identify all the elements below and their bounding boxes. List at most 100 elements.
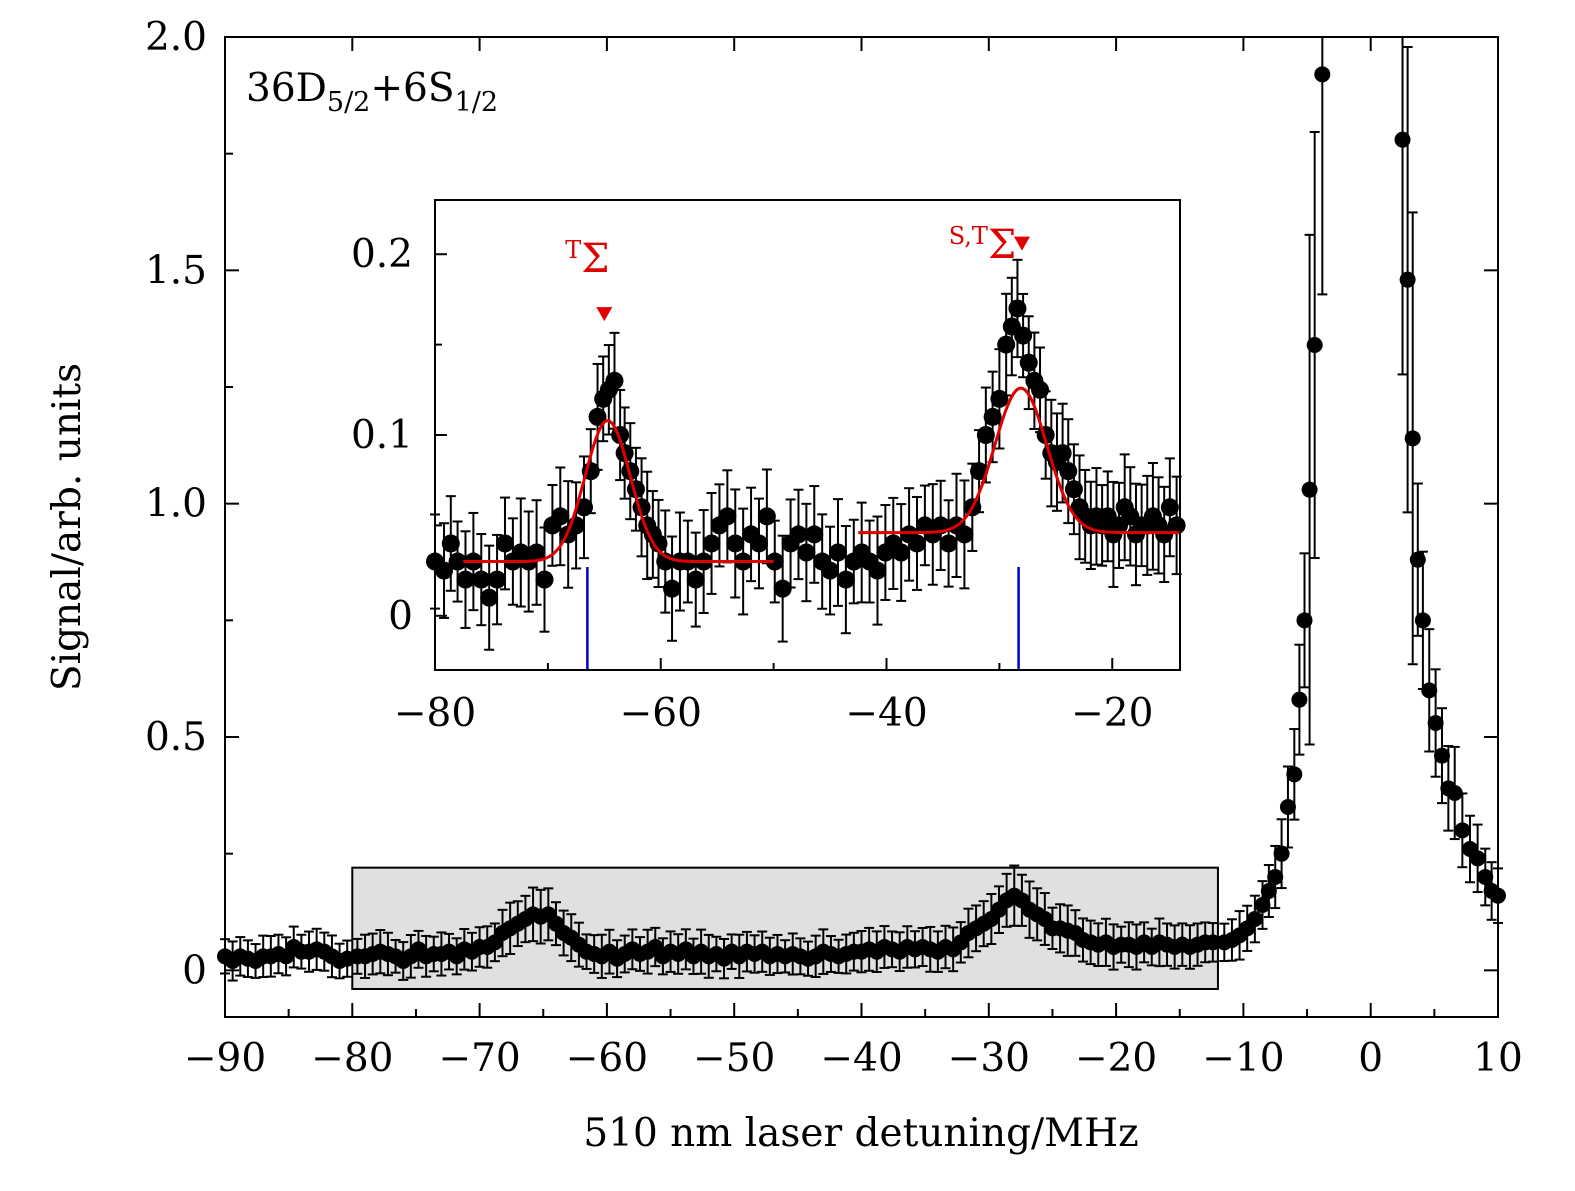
data-point xyxy=(765,552,784,571)
data-point xyxy=(605,371,624,390)
data-point xyxy=(1404,430,1421,447)
data-point xyxy=(1469,850,1486,867)
data-point xyxy=(1433,747,1450,764)
data-point xyxy=(1394,131,1411,148)
peak-label-sup: T xyxy=(565,236,581,264)
peak-marker xyxy=(596,307,613,322)
data-point xyxy=(480,588,499,607)
data-point xyxy=(1409,551,1426,568)
data-point xyxy=(757,507,776,526)
peak-label-sup: S,T xyxy=(949,222,988,250)
data-point xyxy=(1296,612,1313,629)
x-tick-label: 10 xyxy=(1473,1036,1523,1081)
annotation-main: 36D xyxy=(246,66,327,111)
data-point xyxy=(1008,299,1027,318)
x-tick-label: −20 xyxy=(1075,1036,1157,1081)
data-point xyxy=(1204,934,1221,951)
data-point xyxy=(726,534,745,553)
x-tick-label: −70 xyxy=(438,1036,520,1081)
inset-fits xyxy=(463,386,1180,563)
data-point xyxy=(448,552,467,571)
data-point xyxy=(1155,525,1174,544)
data-point xyxy=(990,389,1009,408)
x-tick-label: −50 xyxy=(693,1036,775,1081)
data-point xyxy=(1254,897,1271,913)
inset-sticks xyxy=(586,566,1020,670)
inset-y-axis: 0 0.1 0.2 xyxy=(351,232,447,639)
data-point xyxy=(575,498,593,517)
peak-label-symbol: Σ xyxy=(581,236,609,282)
inset-y-tick-label: 0 xyxy=(388,594,413,639)
data-point xyxy=(702,534,721,553)
annotation-mid: +6S xyxy=(370,66,454,111)
y-tick-label: 1.0 xyxy=(145,482,207,527)
data-point xyxy=(1059,462,1078,481)
data-point xyxy=(1167,516,1186,535)
inset-x-tick-label: −80 xyxy=(394,691,476,736)
peak-label-symbol: Σ xyxy=(988,222,1016,268)
inset-y-tick-label: 0.2 xyxy=(351,232,413,277)
data-point xyxy=(663,579,682,598)
data-point xyxy=(1014,326,1033,345)
inset-y-tick-label: 0.1 xyxy=(351,413,413,458)
data-point xyxy=(456,570,475,589)
data-point xyxy=(1414,612,1431,629)
data-point xyxy=(828,543,847,562)
inset-background xyxy=(435,200,1180,670)
data-point xyxy=(551,507,570,526)
data-point xyxy=(892,543,911,562)
data-point xyxy=(907,534,926,553)
data-point xyxy=(805,525,824,544)
data-point xyxy=(1273,845,1290,862)
data-point xyxy=(1031,380,1050,399)
data-point xyxy=(976,426,995,444)
x-tick-label: 0 xyxy=(1358,1036,1383,1081)
data-point xyxy=(749,534,768,553)
fit-curve xyxy=(463,419,774,563)
y-tick-label: 2.0 xyxy=(145,15,207,60)
y-axis-title: Signal/arb. units xyxy=(45,363,90,691)
data-point xyxy=(686,570,705,589)
x-tick-label: −30 xyxy=(948,1036,1030,1081)
peak-label: TΣ xyxy=(565,236,609,282)
inset-x-tick-label: −20 xyxy=(1071,691,1153,736)
fit-curve xyxy=(858,386,1180,535)
data-point xyxy=(472,570,491,589)
data-point xyxy=(789,525,808,544)
data-point xyxy=(836,570,855,589)
data-point xyxy=(1446,785,1463,801)
main-y-axis: 0 0.5 1.0 1.5 2.0 xyxy=(145,15,1498,993)
data-point xyxy=(1160,498,1179,517)
data-point xyxy=(1053,444,1072,463)
data-point xyxy=(1301,481,1318,498)
data-point xyxy=(1421,682,1438,699)
x-tick-label: −40 xyxy=(820,1036,902,1081)
data-point xyxy=(1064,480,1083,499)
data-point xyxy=(939,534,958,553)
y-tick-label: 0.5 xyxy=(145,715,207,760)
annotation-sub1: 5/2 xyxy=(327,87,370,118)
peak-label: S,TΣ xyxy=(949,222,1017,268)
data-point xyxy=(1246,911,1263,927)
annotation-sub2: 1/2 xyxy=(455,87,498,118)
inset-x-tick-label: −40 xyxy=(845,691,927,736)
main-plot: −90 −80 −70 −60 −50 −40 −30 −20 −10 0 10 0 0.5 1.0 1.… xyxy=(45,15,1523,1156)
data-point xyxy=(1477,869,1494,885)
x-tick-label: −60 xyxy=(566,1036,648,1081)
data-point xyxy=(1399,271,1416,288)
data-point xyxy=(649,534,668,553)
data-point xyxy=(535,570,554,589)
data-point xyxy=(773,579,792,598)
data-point xyxy=(1286,766,1303,783)
x-tick-label: −10 xyxy=(1202,1036,1284,1081)
data-point xyxy=(588,407,607,426)
data-point xyxy=(435,561,454,580)
y-tick-label: 1.5 xyxy=(145,248,207,293)
data-point xyxy=(495,534,514,553)
data-point xyxy=(797,543,816,562)
peak-marker xyxy=(1013,236,1030,251)
data-point xyxy=(955,525,974,544)
data-point xyxy=(1454,822,1471,839)
data-point xyxy=(1260,883,1277,899)
data-point xyxy=(527,543,546,562)
